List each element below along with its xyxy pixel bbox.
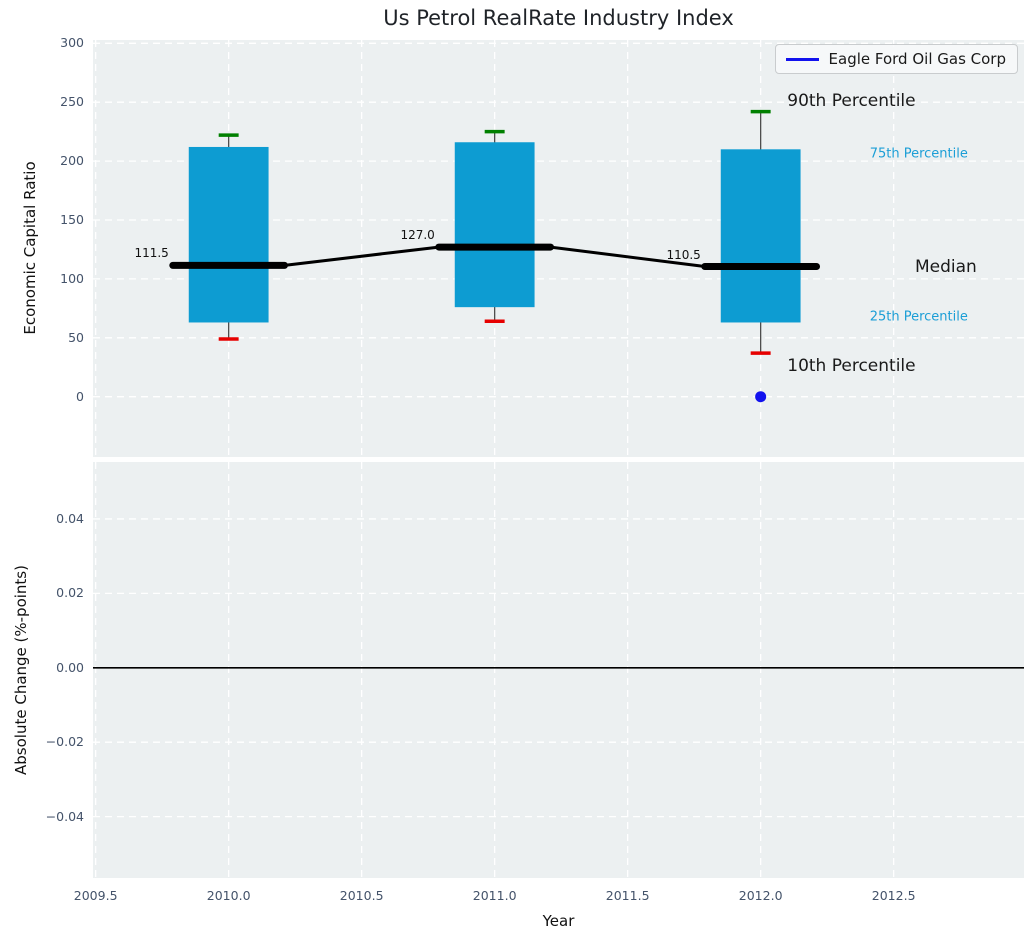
legend-line-icon [785,57,819,61]
chart-title: Us Petrol RealRate Industry Index [383,6,734,30]
boxplot-canvas [93,40,1024,457]
y-tick-top-50: 50 [68,329,84,345]
bottom-plot-area [93,462,1024,878]
legend: Eagle Ford Oil Gas Corp [774,44,1018,74]
y-tick-bottom-−0.02: −0.02 [45,734,84,750]
annotation-90th-percentile: 90th Percentile [787,91,916,112]
annotation-median: Median [914,257,977,278]
y-tick-top-300: 300 [60,35,84,51]
median-value-label-2011: 127.0 [400,228,435,243]
annotation-75th-percentile: 75th Percentile [869,146,968,162]
box-2012 [720,149,801,323]
y-axis-label-top: Economic Capital Ratio [21,161,39,335]
y-tick-top-0: 0 [76,388,84,404]
median-value-label-2012: 110.5 [666,247,701,262]
x-tick-2012.5: 2012.5 [871,888,916,903]
box-2011 [454,142,535,308]
x-tick-2012.0: 2012.0 [738,888,783,903]
y-tick-bottom-0.02: 0.02 [56,585,84,601]
x-tick-2010.0: 2010.0 [206,888,251,903]
x-tick-2011.0: 2011.0 [472,888,517,903]
top-plot-area: 90th Percentile 75th Percentile Median 25th… [93,40,1024,457]
x-tick-2009.5: 2009.5 [73,888,118,903]
x-tick-2011.5: 2011.5 [605,888,650,903]
company-point [755,391,767,403]
x-axis-label: Year [542,912,575,930]
legend-label: Eagle Ford Oil Gas Corp [828,50,1006,68]
y-tick-top-150: 150 [60,211,84,227]
median-trend-segment [550,245,705,269]
x-tick-2010.5: 2010.5 [339,888,384,903]
y-tick-top-100: 100 [60,270,84,286]
y-tick-bottom-0.00: 0.00 [56,659,84,675]
annotation-10th-percentile: 10th Percentile [787,356,916,377]
box-2010 [188,146,269,323]
y-tick-bottom-0.04: 0.04 [56,510,84,526]
y-tick-top-200: 200 [60,153,84,169]
y-tick-bottom-−0.04: −0.04 [45,808,84,824]
median-trend-segment [284,245,439,267]
median-value-label-2010: 111.5 [134,246,169,261]
annotation-25th-percentile: 25th Percentile [869,309,968,325]
change-plot-canvas [93,462,1024,878]
y-tick-top-250: 250 [60,94,84,110]
